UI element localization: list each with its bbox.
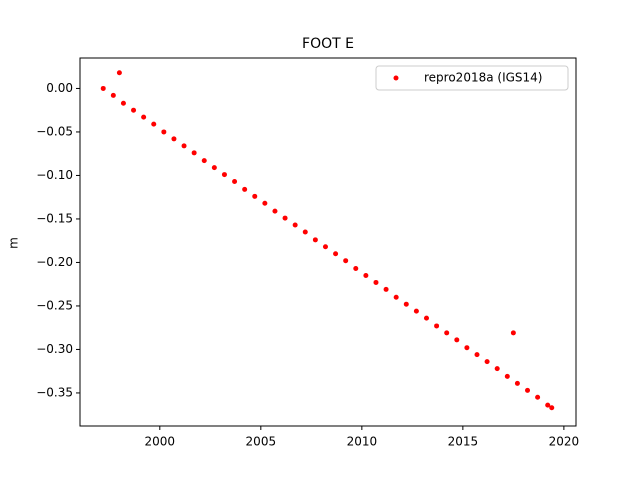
y-tick-label: −0.30 bbox=[36, 342, 73, 356]
point bbox=[464, 345, 470, 351]
point bbox=[373, 279, 379, 285]
point bbox=[514, 380, 520, 386]
point bbox=[403, 301, 409, 307]
point bbox=[100, 85, 106, 91]
point bbox=[120, 100, 126, 106]
x-tick-label: 2020 bbox=[549, 435, 580, 449]
point bbox=[494, 366, 500, 372]
point bbox=[393, 294, 399, 300]
legend-marker bbox=[393, 75, 399, 81]
point bbox=[302, 229, 308, 235]
point bbox=[444, 330, 450, 336]
x-tick-label: 2000 bbox=[145, 435, 176, 449]
point bbox=[545, 402, 551, 408]
y-tick-label: −0.15 bbox=[36, 211, 73, 225]
point bbox=[252, 193, 258, 199]
point bbox=[413, 308, 419, 314]
y-tick-label: −0.20 bbox=[36, 255, 73, 269]
point bbox=[232, 179, 238, 185]
point bbox=[161, 129, 167, 135]
point bbox=[181, 143, 187, 149]
legend-box bbox=[375, 65, 569, 91]
legend-label: repro2018a (IGS14) bbox=[424, 71, 542, 85]
point bbox=[211, 165, 217, 171]
point bbox=[312, 237, 318, 243]
point bbox=[353, 266, 359, 272]
point bbox=[171, 136, 177, 142]
chart-title: FOOT E bbox=[302, 36, 354, 52]
point bbox=[242, 186, 248, 192]
point bbox=[333, 251, 339, 257]
point bbox=[383, 286, 389, 292]
x-tick-label: 2005 bbox=[246, 435, 277, 449]
point bbox=[343, 258, 349, 264]
point bbox=[535, 394, 541, 400]
point bbox=[282, 215, 288, 221]
point bbox=[504, 373, 510, 379]
point bbox=[131, 107, 137, 113]
point bbox=[221, 172, 227, 178]
point bbox=[292, 222, 298, 228]
point bbox=[525, 387, 531, 393]
x-tick-label: 2015 bbox=[448, 435, 479, 449]
point bbox=[549, 405, 555, 411]
point bbox=[363, 272, 369, 278]
point bbox=[510, 330, 516, 336]
y-tick-label: −0.10 bbox=[36, 168, 73, 182]
point bbox=[110, 92, 116, 98]
point bbox=[454, 337, 460, 343]
point bbox=[423, 315, 429, 321]
point bbox=[116, 70, 122, 76]
x-tick-label: 2010 bbox=[347, 435, 378, 449]
plot-frame bbox=[79, 57, 577, 427]
point bbox=[474, 352, 480, 358]
point bbox=[262, 200, 268, 206]
point bbox=[141, 114, 147, 120]
y-tick-label: −0.25 bbox=[36, 298, 73, 312]
point bbox=[201, 158, 207, 164]
y-tick-label: 0.00 bbox=[46, 81, 73, 95]
point bbox=[272, 208, 278, 214]
point bbox=[484, 359, 490, 365]
point bbox=[322, 244, 328, 250]
y-axis-label: m bbox=[7, 237, 21, 249]
point bbox=[434, 323, 440, 329]
point bbox=[191, 150, 197, 156]
y-tick-label: −0.35 bbox=[36, 385, 73, 399]
y-tick-label: −0.05 bbox=[36, 124, 73, 138]
point bbox=[151, 121, 157, 127]
